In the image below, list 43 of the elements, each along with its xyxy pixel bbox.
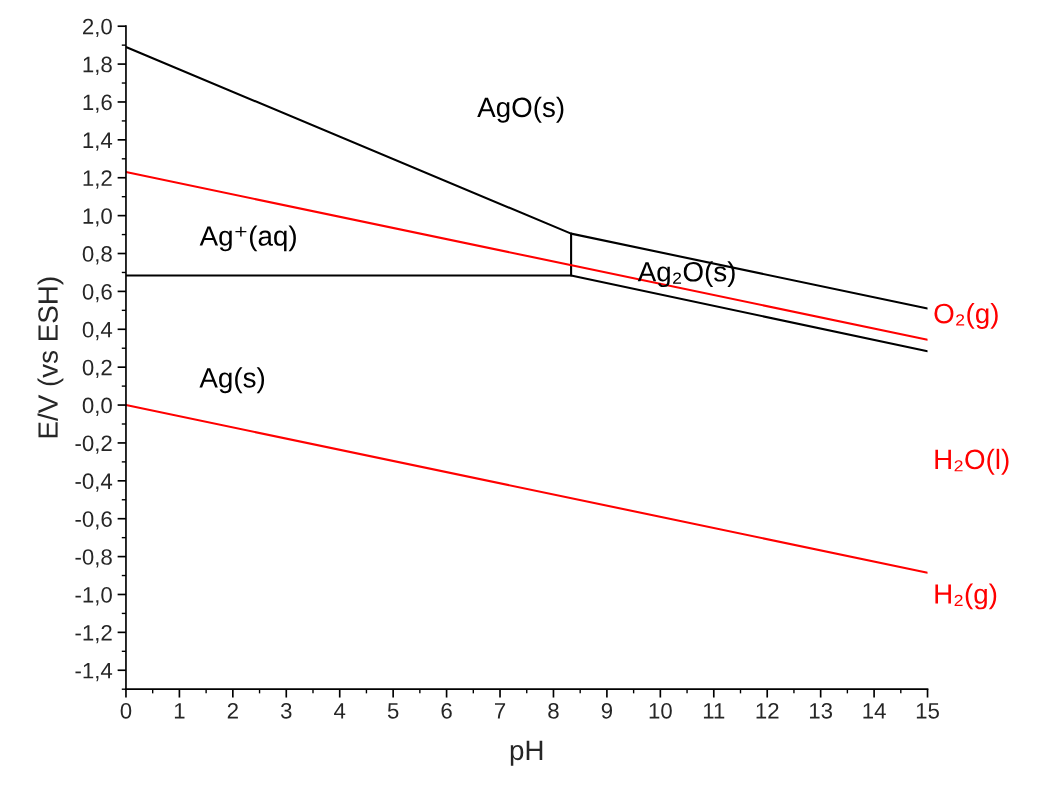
y-tick-label: 0,8: [82, 246, 112, 265]
y-tick-label: 1,6: [83, 94, 112, 113]
y-tick-label: -0,2: [75, 435, 112, 454]
y-tick-label: -1,2: [75, 624, 112, 644]
x-tick-label: 4: [334, 703, 346, 719]
x-tick-label: 14: [863, 703, 886, 719]
x-tick-label: 12: [756, 702, 779, 719]
y-tick-label: 0,2: [82, 359, 112, 379]
y-tick-label: -1,0: [75, 587, 112, 606]
text: H₂O(l): [935, 448, 1009, 475]
y-axis-title: E/V (vs ESH): [37, 277, 64, 438]
y-tick-label: 1,0: [83, 208, 112, 227]
text: O₂(g): [934, 302, 998, 329]
y-tick-label: 0,4: [82, 321, 113, 341]
y-tick-label: 0,6: [82, 283, 112, 303]
x-tick-label: 8: [548, 702, 559, 719]
annotation: Ag⁺(aq): [199, 225, 296, 252]
x-tick-label: 15: [916, 703, 939, 719]
text: H₂(g): [935, 583, 997, 610]
x-tick-label: 11: [703, 703, 725, 719]
x-tick-label: 2: [227, 702, 238, 719]
annotation: Ag₂O(s): [637, 261, 735, 288]
y-tick-label: 1,4: [83, 132, 113, 151]
y-tick-label: -0,8: [75, 549, 112, 568]
x-tick-label: 10: [649, 702, 672, 719]
y-tick-label: -0,4: [75, 473, 113, 492]
x-tick-label: 5: [387, 703, 399, 719]
y-tick-label: 1,2: [83, 170, 112, 189]
y-tick-label: -0,6: [75, 511, 112, 530]
annotation: AgO(s): [477, 96, 564, 123]
x-tick-label: 7: [494, 703, 506, 719]
y-tick-label: 0,0: [82, 397, 112, 416]
x-tick-label: 1: [174, 703, 185, 719]
x-tick-label: 9: [601, 702, 613, 719]
y-tick-label: -1,4: [75, 663, 113, 682]
y-tick-label: 1,8: [83, 56, 112, 75]
y-tick-label: 2,0: [83, 18, 112, 38]
x-axis-title: pH: [510, 740, 543, 766]
x-tick-label: 13: [809, 702, 833, 719]
x-tick-label: 3: [280, 702, 292, 719]
annotation: Ag(s): [199, 367, 265, 394]
x-tick-label: 0: [120, 702, 132, 719]
x-tick-label: 6: [441, 702, 452, 719]
